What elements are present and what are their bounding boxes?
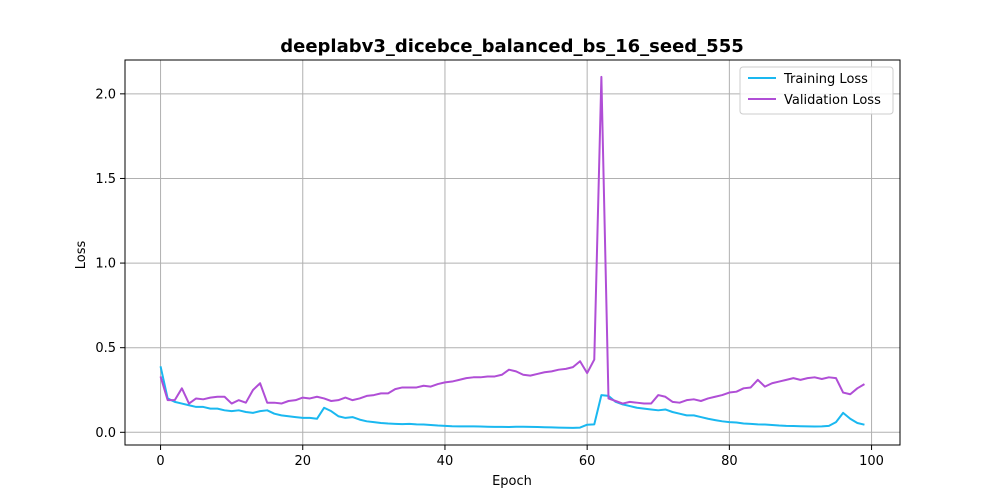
plot-frame bbox=[124, 59, 901, 446]
y-tick-label: 1.5 bbox=[95, 172, 116, 187]
y-tick-label: 1.0 bbox=[95, 257, 116, 272]
series-line-validation-loss bbox=[159, 75, 865, 405]
axis-ticks: 0 20 40 60 80 100 0.0 0.5 1.0 1.5 2.0 bbox=[95, 87, 884, 469]
x-tick-label: 80 bbox=[721, 454, 738, 469]
y-tick-label: 2.0 bbox=[95, 87, 116, 102]
x-axis-label: Epoch bbox=[492, 474, 532, 489]
legend: Training Loss Validation Loss bbox=[739, 66, 894, 115]
x-tick-label: 0 bbox=[156, 454, 164, 469]
x-tick-label: 100 bbox=[859, 454, 884, 469]
y-axis-label: Loss bbox=[74, 241, 89, 270]
legend-box bbox=[739, 66, 894, 115]
legend-label-validation: Validation Loss bbox=[784, 93, 881, 108]
legend-label-training: Training Loss bbox=[783, 72, 868, 87]
x-tick-label: 60 bbox=[579, 454, 596, 469]
y-tick-label: 0.5 bbox=[95, 341, 116, 356]
x-tick-label: 40 bbox=[437, 454, 454, 469]
x-tick-label: 20 bbox=[294, 454, 311, 469]
y-tick-label: 0.0 bbox=[95, 426, 116, 441]
chart-title: deeplabv3_dicebce_balanced_bs_16_seed_55… bbox=[280, 36, 744, 57]
series-line-training-loss bbox=[159, 366, 865, 429]
series-lines bbox=[159, 75, 865, 429]
